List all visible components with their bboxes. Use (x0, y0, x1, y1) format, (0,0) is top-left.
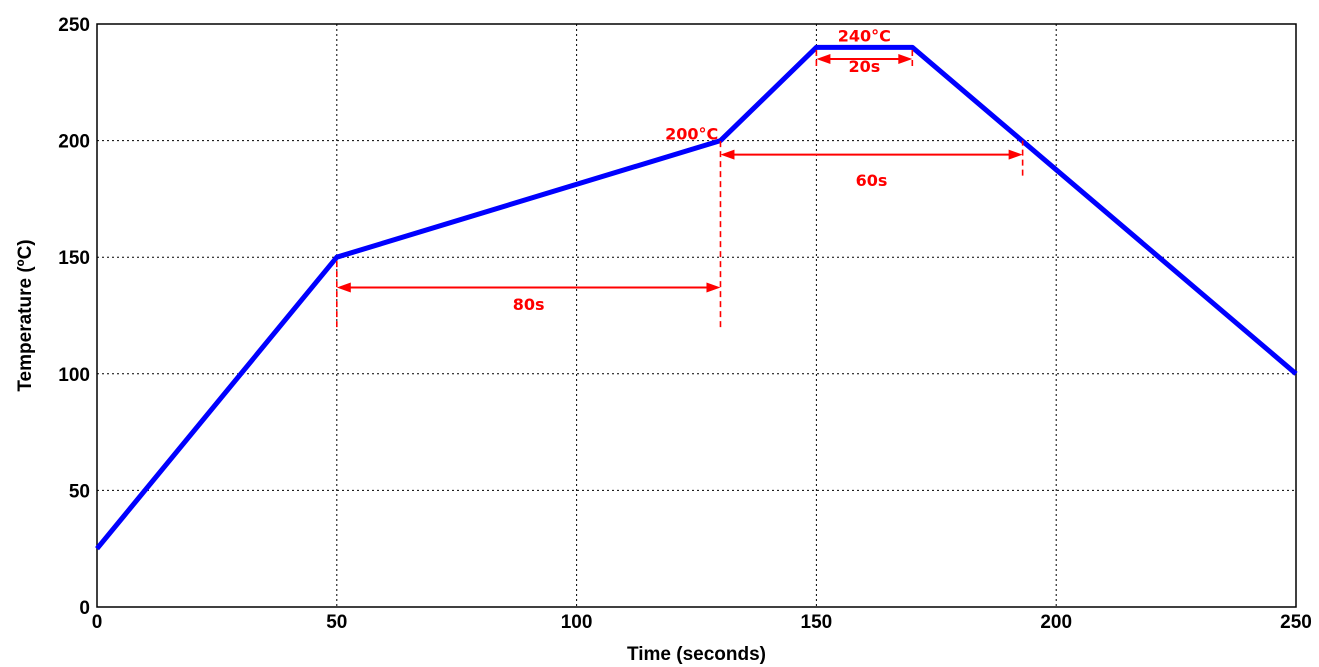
plot-frame (96, 23, 1297, 608)
x-tick-label: 150 (801, 612, 833, 633)
annotation-arrow-head-right (706, 282, 721, 293)
x-axis-title: Time (seconds) (627, 644, 766, 665)
tick-labels: 0 50 100 150 200 250 0 50 100 150 200 250 (58, 15, 1312, 633)
annotation-label: 80s (513, 295, 545, 314)
x-tick-label: 50 (326, 612, 347, 633)
annotation-arrow-head-right (898, 53, 913, 64)
annotation-label: 60s (856, 171, 888, 190)
y-tick-label: 250 (58, 15, 90, 36)
y-tick-label: 50 (69, 481, 90, 502)
grid-lines (97, 24, 1296, 607)
annotation-arrow-head-left (720, 149, 735, 160)
annotation-arrow-head-left (336, 282, 351, 293)
annotations: 200°C 240°C 20s 60s 80s (335, 27, 1024, 328)
y-tick-label: 150 (58, 248, 90, 269)
x-tick-label: 0 (92, 612, 103, 633)
annotation-label: 20s (848, 57, 880, 76)
series-layer (95, 44, 1298, 551)
annotation-label: 240°C (838, 27, 891, 46)
x-tick-label: 250 (1280, 612, 1312, 633)
x-tick-label: 100 (561, 612, 593, 633)
series-line (95, 44, 1298, 551)
x-tick-label: 200 (1040, 612, 1072, 633)
y-tick-label: 0 (79, 598, 90, 619)
y-axis-title: Temperature (ºC) (15, 239, 36, 391)
annotation-arrow-head-left (816, 53, 831, 64)
y-tick-label: 100 (58, 365, 90, 386)
y-tick-label: 200 (58, 132, 90, 153)
annotation-arrow-head-right (1008, 149, 1023, 160)
annotation-label: 200°C (665, 125, 718, 144)
